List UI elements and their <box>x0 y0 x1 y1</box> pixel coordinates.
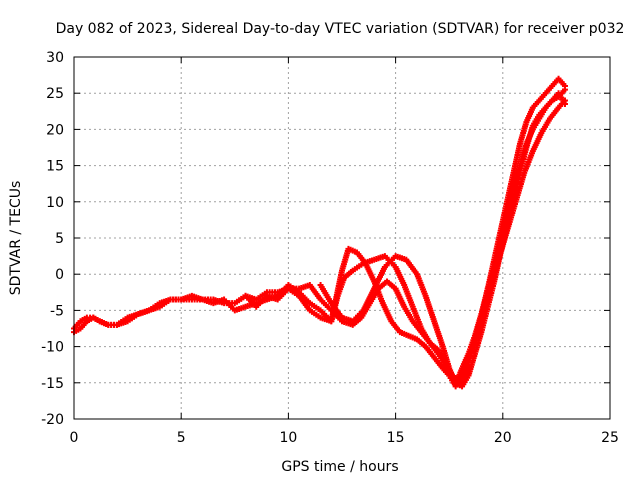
x-axis-label: GPS time / hours <box>281 459 398 475</box>
y-tick-label: 0 <box>55 267 64 283</box>
y-tick-label: 10 <box>46 195 64 211</box>
y-tick-label: 15 <box>46 159 64 175</box>
data-point <box>561 86 568 93</box>
x-tick-label: 5 <box>177 430 186 446</box>
y-tick-label: 25 <box>46 86 64 102</box>
series-trace-b <box>71 86 568 386</box>
data-points <box>71 75 568 390</box>
y-tick-label: 20 <box>46 122 64 138</box>
axis-ticks: 0 5 10 15 20 25 -20 -15 -10 -5 0 5 10 15 20 25 30 <box>41 50 619 446</box>
y-tick-label: -20 <box>41 412 64 428</box>
x-tick-label: 15 <box>387 430 405 446</box>
x-tick-label: 25 <box>601 430 619 446</box>
data-point <box>561 101 568 108</box>
y-tick-label: 5 <box>55 231 64 247</box>
series-trace-a <box>71 75 568 390</box>
x-tick-label: 10 <box>279 430 297 446</box>
y-tick-label: -5 <box>50 303 64 319</box>
y-axis-label: SDTVAR / TECUs <box>8 181 24 296</box>
y-tick-label: -10 <box>41 340 64 356</box>
x-tick-label: 0 <box>70 430 79 446</box>
y-tick-label: -15 <box>41 376 64 392</box>
chart-title: Day 082 of 2023, Sidereal Day-to-day VTE… <box>56 21 625 37</box>
series-trace-d <box>317 90 568 390</box>
x-tick-label: 20 <box>494 430 512 446</box>
y-tick-label: 30 <box>46 50 64 66</box>
